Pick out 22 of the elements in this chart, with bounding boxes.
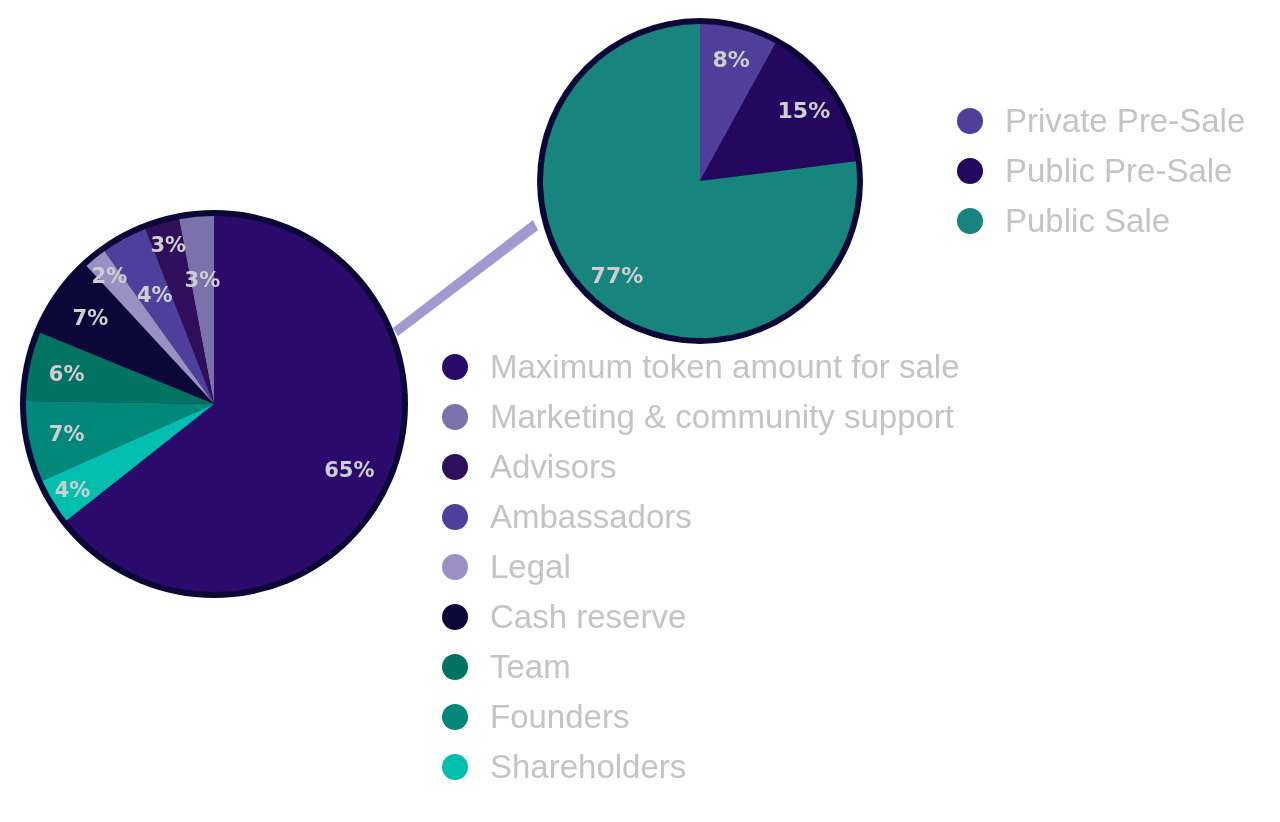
legend-label: Founders [490, 698, 630, 736]
data-label: 4% [136, 282, 173, 307]
legend-label: Shareholders [490, 748, 687, 786]
data-label: 15% [777, 97, 831, 123]
legend-label: Marketing & community support [490, 398, 955, 436]
legend-label: Team [490, 648, 571, 686]
data-label: 3% [150, 233, 187, 257]
legend-label: Ambassadors [490, 498, 692, 536]
legend-label: Public Sale [1005, 202, 1171, 240]
data-label: 4% [54, 477, 91, 502]
data-label: 65% [324, 457, 375, 482]
data-label: 77% [590, 262, 644, 288]
legend-label: Advisors [490, 448, 617, 486]
legend-label: Public Pre-Sale [1005, 152, 1233, 190]
data-label: 7% [72, 306, 109, 331]
legend-label: Maximum token amount for sale [490, 348, 960, 386]
data-label: 7% [48, 422, 85, 447]
legend-label: Cash reserve [490, 598, 687, 636]
data-label: 6% [48, 361, 85, 386]
data-label: 8% [712, 46, 750, 72]
legend-label: Private Pre-Sale [1005, 102, 1246, 140]
legend-label: Legal [490, 548, 571, 586]
